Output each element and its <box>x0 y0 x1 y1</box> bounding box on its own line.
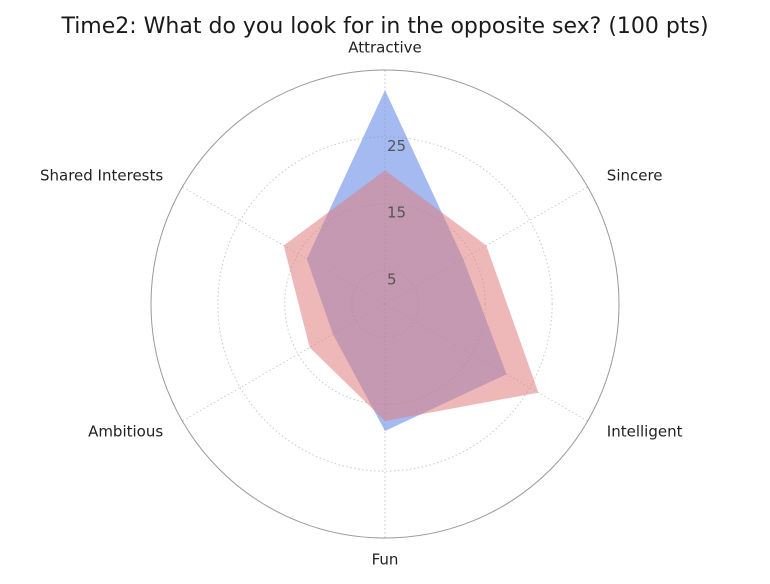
radial-tick-label: 15 <box>387 204 406 222</box>
axis-label: Sincere <box>607 167 663 185</box>
axis-label: Intelligent <box>607 423 683 441</box>
spoke-4 <box>182 303 386 422</box>
axis-label: Shared Interests <box>40 167 163 185</box>
spoke-5 <box>182 186 386 305</box>
axis-label: Attractive <box>348 38 422 56</box>
series-2-polygon <box>283 170 539 421</box>
radial-tick-layer: 5 15 25 <box>387 137 406 289</box>
axis-label: Ambitious <box>88 423 163 441</box>
spoke-1 <box>384 186 588 305</box>
axis-label-layer: Attractive Sincere Intelligent Fun Ambitious… <box>40 38 683 568</box>
radial-tick-label: 25 <box>387 137 406 155</box>
outer-circle <box>150 69 620 539</box>
series-layer <box>283 90 539 431</box>
grid-circle-2 <box>217 136 553 472</box>
radial-tick-label: 5 <box>387 271 397 289</box>
axis-label: Fun <box>372 551 399 569</box>
chart-title: Time2: What do you look for in the oppos… <box>61 14 709 39</box>
